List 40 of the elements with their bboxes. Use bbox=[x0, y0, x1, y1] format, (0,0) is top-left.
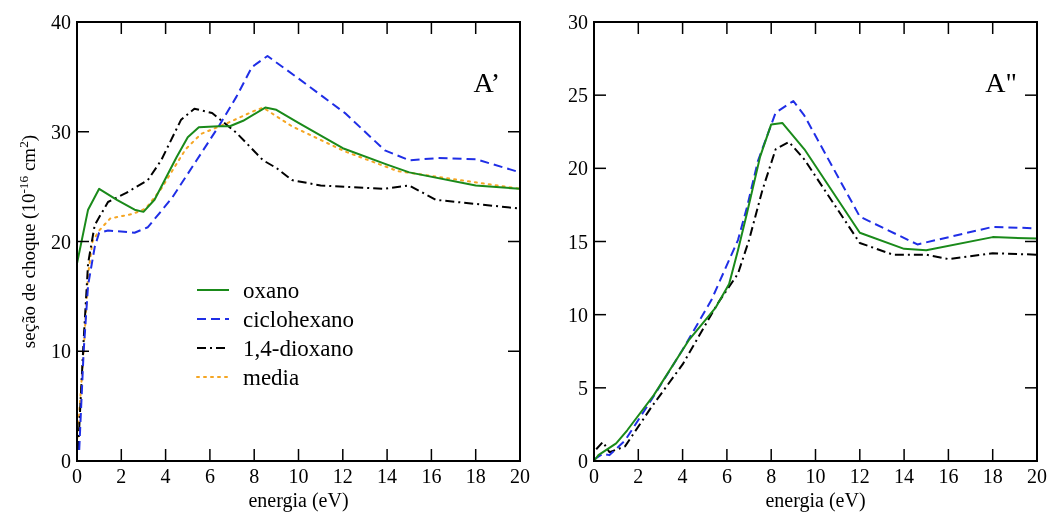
x-tick-label: 12 bbox=[332, 465, 353, 487]
y-tick-label: 30 bbox=[51, 120, 71, 143]
y-tick-label: 20 bbox=[568, 157, 588, 180]
y-tick-label: 0 bbox=[61, 450, 71, 472]
x-tick-label: 8 bbox=[766, 465, 777, 487]
x-tick-label: 18 bbox=[982, 465, 1003, 487]
x-tick-label: 2 bbox=[116, 465, 127, 487]
legend-label: ciclohexano bbox=[243, 307, 355, 333]
x-tick-label: 14 bbox=[377, 465, 398, 487]
x-tick-label: 16 bbox=[938, 465, 959, 487]
y-tick-label: 15 bbox=[568, 230, 588, 253]
x-axis-title: energia (eV) bbox=[248, 489, 349, 512]
x-tick-label: 4 bbox=[160, 465, 171, 487]
x-tick-label: 8 bbox=[249, 465, 260, 487]
y-tick-label: 10 bbox=[568, 303, 588, 326]
x-tick-label: 4 bbox=[677, 465, 688, 487]
y-tick-label: 20 bbox=[51, 230, 71, 253]
x-axis-title: energia (eV) bbox=[765, 489, 866, 512]
x-tick-label: 12 bbox=[849, 465, 870, 487]
x-tick-label: 6 bbox=[721, 465, 732, 487]
legend-label: media bbox=[243, 365, 300, 391]
x-tick-label: 20 bbox=[1027, 465, 1047, 487]
x-tick-label: 6 bbox=[204, 465, 215, 487]
x-tick-label: 16 bbox=[421, 465, 442, 487]
y-tick-label: 10 bbox=[51, 340, 71, 363]
x-tick-label: 10 bbox=[805, 465, 826, 487]
annotation: A" bbox=[985, 67, 1017, 98]
legend-label: oxano bbox=[243, 278, 300, 304]
x-tick-label: 2 bbox=[633, 465, 644, 487]
y-tick-label: 5 bbox=[578, 376, 588, 399]
legend-label: 1,4-dioxano bbox=[243, 336, 354, 362]
y-tick-label: 40 bbox=[51, 11, 71, 33]
y-tick-label: 30 bbox=[568, 11, 588, 33]
y-tick-label: 25 bbox=[568, 84, 588, 107]
y-tick-label: 0 bbox=[578, 450, 588, 472]
x-tick-label: 20 bbox=[510, 465, 530, 487]
x-tick-label: 18 bbox=[465, 465, 486, 487]
x-tick-label: 10 bbox=[288, 465, 309, 487]
x-tick-label: 14 bbox=[894, 465, 915, 487]
annotation: A’ bbox=[473, 67, 500, 98]
